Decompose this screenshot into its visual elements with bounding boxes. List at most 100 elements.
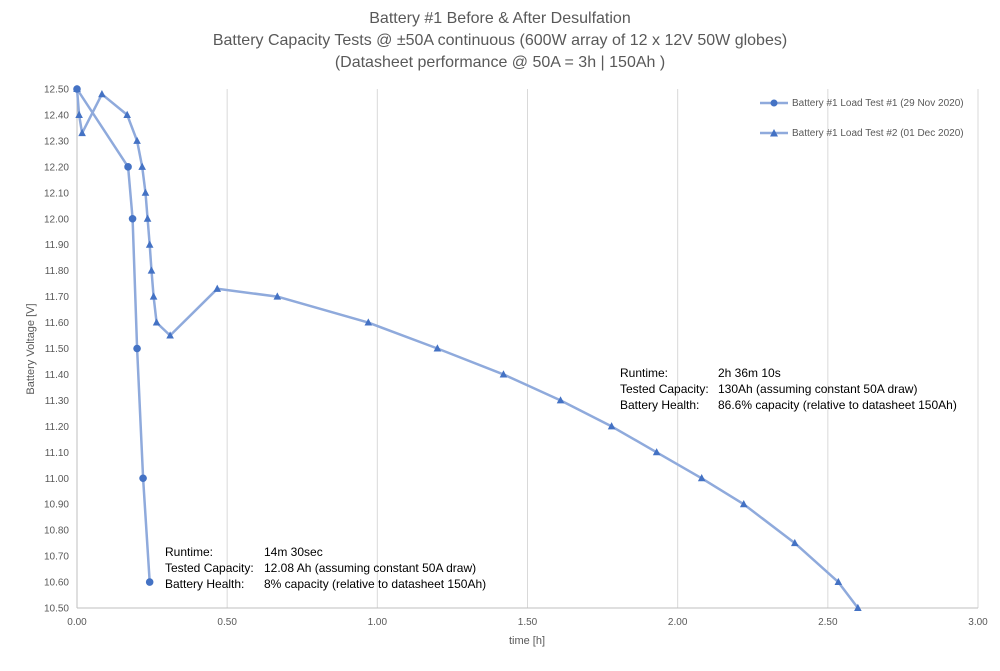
y-tick-label: 12.20	[44, 162, 69, 173]
y-tick-label: 11.80	[45, 266, 70, 277]
series-line-1	[75, 88, 151, 583]
x-tick-label: 2.50	[818, 617, 838, 628]
annotation-row: Battery Health: 8% capacity (relative to …	[165, 576, 486, 592]
tick-labels: 0.00 0.50 1.00 1.50 2.00 2.50 3.00 10.50 10.60 10…	[44, 85, 988, 629]
data-point-test-1	[124, 163, 132, 171]
data-point-test-2	[166, 331, 174, 339]
x-tick-label: 1.00	[368, 617, 388, 628]
legend-label-test-2: Battery #1 Load Test #2 (01 Dec 2020)	[792, 127, 964, 139]
y-tick-label: 12.50	[44, 85, 69, 96]
data-point-test-2	[75, 110, 83, 118]
annotation-key: Runtime:	[165, 545, 214, 559]
series-line-2	[75, 88, 859, 609]
triangle-marker-icon	[760, 129, 788, 137]
y-tick-label: 11.90	[45, 240, 70, 251]
annotation-row: Tested Capacity: 130Ah (assuming constant…	[620, 381, 957, 397]
x-tick-label: 1.50	[518, 617, 538, 628]
y-tick-label: 11.00	[45, 474, 70, 485]
chart-subtitle-2: (Datasheet performance @ 50A = 3h | 150A…	[334, 54, 666, 71]
circle-marker-icon	[760, 99, 788, 107]
data-point-test-2	[147, 266, 156, 274]
y-tick-label: 10.50	[44, 604, 69, 615]
y-tick-label: 11.60	[45, 318, 70, 329]
series-markers	[73, 84, 862, 611]
y-tick-label: 10.70	[44, 552, 69, 563]
y-tick-label: 11.10	[45, 448, 70, 459]
annotation-row: Tested Capacity: 12.08 Ah (assuming const…	[165, 560, 486, 576]
y-tick-label: 12.40	[44, 110, 69, 121]
data-point-test-2	[556, 396, 565, 404]
data-point-test-2	[739, 500, 748, 508]
annotation-value: 12.08 Ah (assuming constant 50A draw)	[264, 561, 477, 575]
x-tick-label: 0.00	[67, 617, 87, 628]
y-tick-label: 12.10	[44, 188, 69, 199]
data-point-test-2	[98, 89, 106, 98]
y-tick-label: 11.40	[45, 370, 70, 381]
chart-subtitle: Battery Capacity Tests @ ±50A continuous…	[212, 32, 788, 49]
chart-title-block: Battery #1 Before & After Desulfation Ba…	[0, 8, 1000, 74]
data-point-test-2	[790, 538, 799, 547]
x-axis-label: time [h]	[509, 635, 545, 647]
annotation-value: 14m 30sec	[264, 545, 323, 559]
annotation-row: Battery Health: 86.6% capacity (relative …	[620, 397, 957, 413]
annotation-test-2: Runtime: 2h 36m 10s Tested Capacity: 130Ah…	[620, 365, 957, 413]
data-point-test-2	[433, 344, 442, 352]
annotation-value: 86.6% capacity (relative to datasheet 15…	[718, 398, 957, 412]
legend-item-test-1: Battery #1 Load Test #1 (29 Nov 2020)	[760, 96, 964, 110]
data-point-test-2	[834, 577, 843, 586]
annotation-value: 8% capacity (relative to datasheet 150Ah…	[264, 577, 487, 591]
y-tick-label: 10.90	[44, 500, 69, 511]
data-point-test-1	[145, 578, 154, 586]
x-tick-label: 3.00	[968, 617, 988, 628]
annotation-value: 2h 36m 10s	[718, 366, 781, 380]
y-tick-label: 10.80	[44, 526, 69, 537]
data-point-test-2	[78, 128, 86, 137]
y-tick-label: 11.70	[45, 292, 70, 303]
y-tick-label: 11.20	[45, 422, 70, 433]
data-point-test-2	[143, 214, 152, 222]
data-point-test-2	[73, 84, 81, 92]
annotation-value: 130Ah (assuming constant 50A draw)	[718, 382, 918, 396]
series-lines	[75, 88, 859, 609]
y-tick-label: 10.60	[44, 578, 69, 589]
data-point-test-2	[138, 162, 146, 170]
data-point-test-2	[141, 188, 150, 196]
data-point-test-2	[364, 318, 373, 326]
grid	[226, 89, 979, 608]
legend-item-test-2: Battery #1 Load Test #2 (01 Dec 2020)	[760, 126, 964, 140]
data-point-test-1	[133, 344, 141, 353]
data-point-test-2	[697, 474, 706, 482]
y-tick-label: 12.30	[44, 136, 69, 147]
y-tick-label: 11.50	[45, 344, 70, 355]
x-tick-label: 2.00	[668, 617, 688, 628]
data-point-test-2	[213, 284, 222, 292]
legend: Battery #1 Load Test #1 (29 Nov 2020) Ba…	[760, 96, 964, 156]
annotation-row: Runtime: 14m 30sec	[165, 544, 486, 560]
y-tick-label: 12.00	[44, 214, 69, 225]
data-point-test-2	[273, 292, 282, 300]
data-point-test-2	[149, 292, 158, 300]
annotation-row: Runtime: 2h 36m 10s	[620, 365, 957, 381]
data-point-test-2	[854, 603, 862, 611]
data-point-test-1	[139, 474, 147, 483]
data-point-test-2	[152, 318, 161, 326]
data-point-test-2	[607, 422, 616, 430]
annotation-key: Battery Health:	[620, 398, 700, 412]
annotation-test-1: Runtime: 14m 30sec Tested Capacity: 12.08 …	[165, 544, 486, 592]
y-tick-label: 11.30	[45, 396, 70, 407]
annotation-key: Battery Health:	[165, 577, 245, 591]
data-point-test-2	[145, 240, 154, 248]
annotation-key: Tested Capacity:	[165, 561, 254, 575]
annotation-key: Tested Capacity:	[620, 382, 709, 396]
data-point-test-2	[133, 136, 141, 144]
y-axis-label: Battery Voltage [V]	[25, 303, 37, 394]
chart-title: Battery #1 Before & After Desulfation	[369, 10, 631, 27]
data-point-test-1	[128, 214, 137, 223]
annotation-key: Runtime:	[620, 366, 669, 380]
x-tick-label: 0.50	[217, 617, 237, 628]
axes	[76, 89, 978, 609]
data-point-test-2	[499, 370, 508, 378]
data-point-test-2	[123, 110, 131, 118]
data-point-test-2	[652, 448, 661, 456]
